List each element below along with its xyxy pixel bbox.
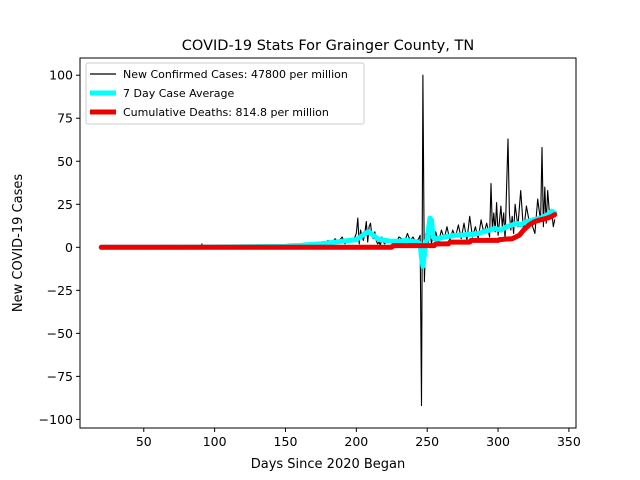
- x-tick-label: 350: [557, 434, 581, 449]
- legend-box: [85, 62, 365, 125]
- x-tick-label: 300: [486, 434, 510, 449]
- y-tick-label: 25: [57, 197, 73, 212]
- y-tick-label: 100: [49, 68, 73, 83]
- seven-day-average-line: [98, 208, 558, 269]
- legend: New Confirmed Cases: 47800 per million 7…: [85, 62, 365, 125]
- y-tick-label: 75: [57, 111, 73, 126]
- x-tick-label: 200: [344, 434, 368, 449]
- x-tick-label: 150: [274, 434, 298, 449]
- legend-label-7-day-average: 7 Day Case Average: [123, 87, 235, 100]
- plot-frame: [79, 57, 577, 429]
- x-tick-label: 100: [203, 434, 227, 449]
- y-tick-label: −100: [39, 412, 73, 427]
- y-tick-label: 0: [65, 240, 73, 255]
- x-axis-ticks: 50 100 150 200 250 300 350: [136, 428, 581, 449]
- y-axis-ticks: −100 −75 −50 −25 0 25 50 75 100: [39, 68, 80, 427]
- x-tick-label: 50: [136, 434, 152, 449]
- x-tick-label: 250: [415, 434, 439, 449]
- series-layer: [98, 74, 558, 407]
- cumulative-deaths-line: [98, 212, 558, 250]
- y-tick-label: −50: [47, 326, 73, 341]
- y-tick-label: 50: [57, 154, 73, 169]
- legend-label-new-cases: New Confirmed Cases: 47800 per million: [123, 68, 348, 81]
- y-axis-label: New COVID-19 Cases: [11, 174, 26, 312]
- x-axis-label: Days Since 2020 Began: [251, 457, 406, 472]
- y-tick-label: −25: [47, 283, 73, 298]
- chart-title: COVID-19 Stats For Grainger County, TN: [182, 38, 474, 54]
- legend-label-cumulative-deaths: Cumulative Deaths: 814.8 per million: [123, 106, 329, 119]
- y-tick-label: −75: [47, 369, 73, 384]
